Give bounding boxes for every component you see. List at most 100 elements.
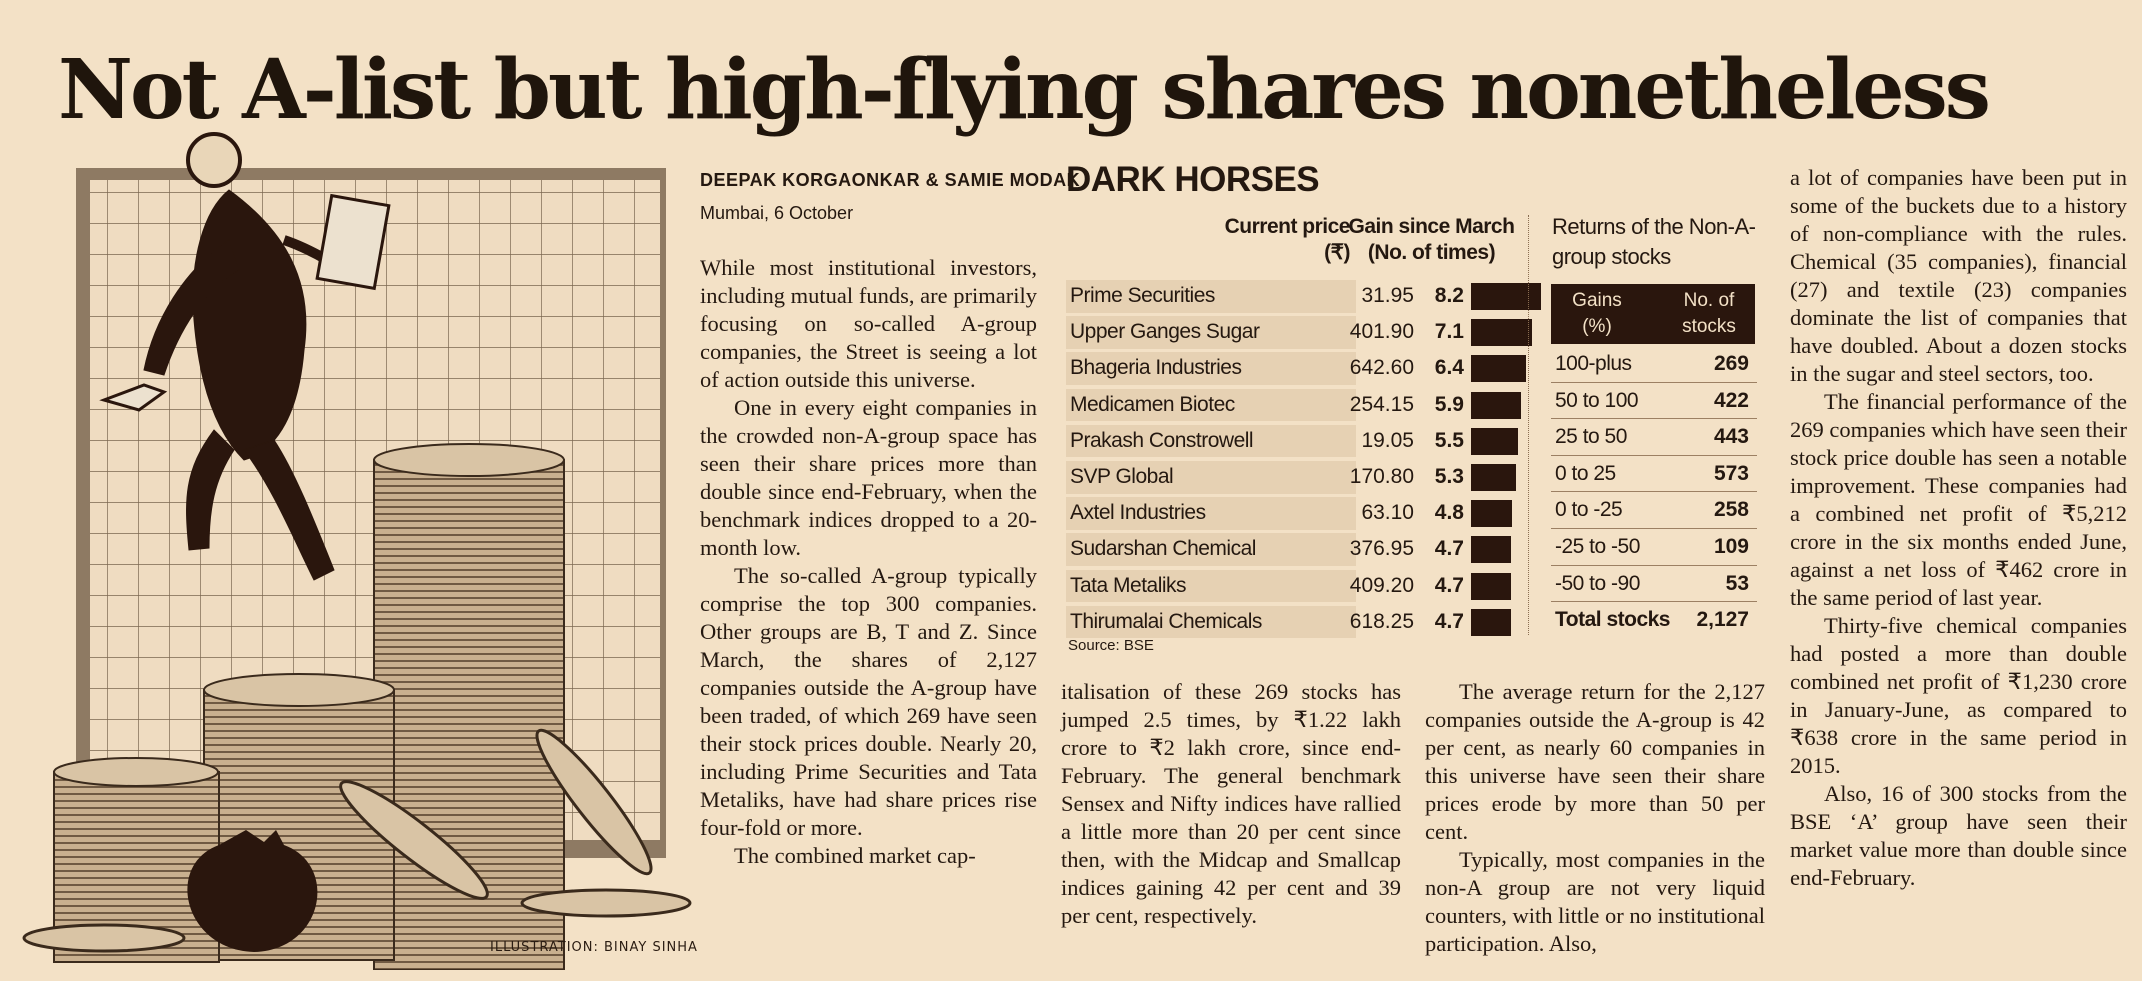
dark-horses-row: Bhageria Industries 642.60 6.4 — [1066, 352, 1526, 385]
row-shade — [1066, 497, 1356, 530]
row-shade — [1066, 533, 1356, 566]
gain-value: 5.5 — [1434, 428, 1464, 452]
paragraph: italisation of these 269 stocks has jump… — [1061, 679, 1401, 928]
gain-value: 4.8 — [1434, 501, 1464, 525]
dateline: Mumbai, 6 October — [700, 203, 854, 223]
company-name: Bhageria Industries — [1070, 356, 1242, 380]
company-name: Prime Securities — [1070, 284, 1215, 307]
current-price: 401.90 — [1349, 320, 1414, 344]
gain-value: 7.1 — [1434, 320, 1464, 344]
current-price: 409.20 — [1349, 573, 1414, 597]
stock-count: 573 — [1713, 461, 1749, 485]
returns-table-header: Gains (%) No. of stocks — [1551, 284, 1755, 344]
returns-row: 0 to 25 573 — [1551, 456, 1757, 493]
loose-coin — [535, 728, 653, 876]
article-column-1: While most institutional investors, incl… — [700, 254, 1037, 870]
current-price: 618.25 — [1349, 609, 1414, 633]
dark-horses-table: Prime Securities 31.95 8.2 Upper Ganges Sug… — [1066, 280, 1541, 642]
gain-range: 100-plus — [1555, 352, 1632, 375]
paragraph: The so-called A-group typically comprise… — [700, 563, 1037, 840]
row-shade — [1066, 280, 1356, 313]
stock-count: 53 — [1725, 571, 1749, 595]
money-bag — [187, 830, 318, 952]
gain-value: 4.7 — [1434, 573, 1464, 597]
gain-bar — [1471, 355, 1526, 383]
dark-horses-row: Medicamen Biotec 254.15 5.9 — [1066, 388, 1526, 422]
stocks-header: No. of stocks — [1682, 290, 1736, 337]
company-name: Thirumalai Chemicals — [1070, 609, 1262, 633]
row-shade — [1066, 424, 1356, 458]
gains-header: Gains (%) — [1572, 290, 1622, 337]
dark-horses-row: Upper Ganges Sugar 401.90 7.1 — [1066, 316, 1532, 349]
returns-row: Total stocks 2,127 — [1551, 602, 1757, 638]
gain-range: -25 to -50 — [1555, 534, 1640, 558]
gain-value: 5.3 — [1434, 464, 1464, 488]
returns-row: 100-plus 269 — [1551, 346, 1757, 383]
dark-horses-row: SVP Global 170.80 5.3 — [1066, 460, 1526, 494]
gain-bar — [1471, 391, 1522, 419]
gain-value: 8.2 — [1434, 284, 1464, 307]
current-price: 19.05 — [1361, 428, 1414, 452]
price-column-header: Current price (₹) — [1224, 215, 1351, 264]
byline: DEEPAK KORGAONKAR & SAMIE MODAK — [700, 170, 1081, 190]
company-name: Prakash Constrowell — [1070, 428, 1254, 452]
paragraph: One in every eight companies in the crow… — [700, 395, 1037, 560]
company-name: Sudarshan Chemical — [1070, 537, 1256, 561]
dark-horses-row: Tata Metaliks 409.20 4.7 — [1066, 569, 1526, 603]
current-price: 376.95 — [1349, 537, 1414, 561]
paragraph: The average return for the 2,127 compani… — [1425, 679, 1765, 844]
loose-coin — [22, 923, 186, 953]
column-divider — [1528, 215, 1529, 635]
gain-value: 4.7 — [1434, 537, 1464, 561]
stock-count: 258 — [1713, 498, 1749, 522]
gain-range: Total stocks — [1555, 608, 1670, 632]
gain-range: 0 to 25 — [1555, 461, 1616, 485]
illustration-credit: ILLUSTRATION: BINAY SINHA — [490, 940, 698, 955]
returns-row: 25 to 50 443 — [1551, 419, 1757, 456]
paragraph: The combined market cap- — [734, 843, 976, 868]
gain-value: 4.7 — [1434, 609, 1464, 633]
gain-range: 50 to 100 — [1555, 388, 1639, 412]
gain-range: -50 to -90 — [1555, 571, 1640, 595]
current-price: 254.15 — [1349, 392, 1414, 416]
returns-table: 100-plus 269 50 to 100 422 25 to 50 443 0 to 2… — [1551, 346, 1757, 638]
returns-row: 0 to -25 258 — [1551, 492, 1757, 529]
row-shade — [1066, 569, 1356, 603]
article-column-2: italisation of these 269 stocks has jump… — [1061, 678, 1401, 930]
gain-bar — [1471, 500, 1512, 528]
returns-row: -25 to -50 109 — [1551, 529, 1757, 566]
dark-horses-row: Sudarshan Chemical 376.95 4.7 — [1066, 533, 1526, 566]
company-name: SVP Global — [1070, 464, 1174, 488]
headline: Not A-list but high-flying shares noneth… — [58, 42, 1991, 138]
returns-row: 50 to 100 422 — [1551, 383, 1757, 420]
gain-range: 25 to 50 — [1555, 425, 1627, 449]
stock-count: 443 — [1713, 425, 1749, 449]
paragraph: While most institutional investors, incl… — [700, 255, 1037, 392]
article-column-3: The average return for the 2,127 compani… — [1425, 678, 1765, 958]
dark-horses-row: Prakash Constrowell 19.05 5.5 — [1066, 424, 1526, 458]
leaping-man — [99, 132, 391, 581]
gain-bar — [1471, 463, 1517, 491]
returns-table-title: Returns of the Non-A-group stocks — [1552, 214, 1756, 269]
current-price: 170.80 — [1349, 464, 1414, 488]
gain-column-header: Gain since March (No. of times) — [1348, 215, 1515, 264]
coins-illustration — [22, 132, 692, 970]
gain-range: 0 to -25 — [1555, 498, 1623, 522]
company-name: Medicamen Biotec — [1070, 392, 1235, 416]
paragraph: Typically, most companies in the non-A g… — [1425, 847, 1765, 956]
gain-bar — [1471, 427, 1518, 455]
loose-coin — [339, 780, 489, 900]
dark-horses-title: DARK HORSES — [1066, 160, 1320, 199]
current-price: 31.95 — [1361, 284, 1414, 307]
gain-bar — [1471, 536, 1512, 564]
paragraph: a lot of companies have been put in some… — [1790, 165, 2127, 386]
gain-bar — [1471, 572, 1512, 600]
current-price: 63.10 — [1361, 501, 1414, 525]
company-name: Axtel Industries — [1070, 501, 1206, 525]
row-shade — [1066, 316, 1356, 349]
row-shade — [1066, 352, 1356, 385]
gain-value: 6.4 — [1434, 356, 1464, 380]
dark-horses-row: Axtel Industries 63.10 4.8 — [1066, 497, 1526, 530]
row-shade — [1066, 605, 1356, 639]
loose-coin — [520, 888, 692, 918]
